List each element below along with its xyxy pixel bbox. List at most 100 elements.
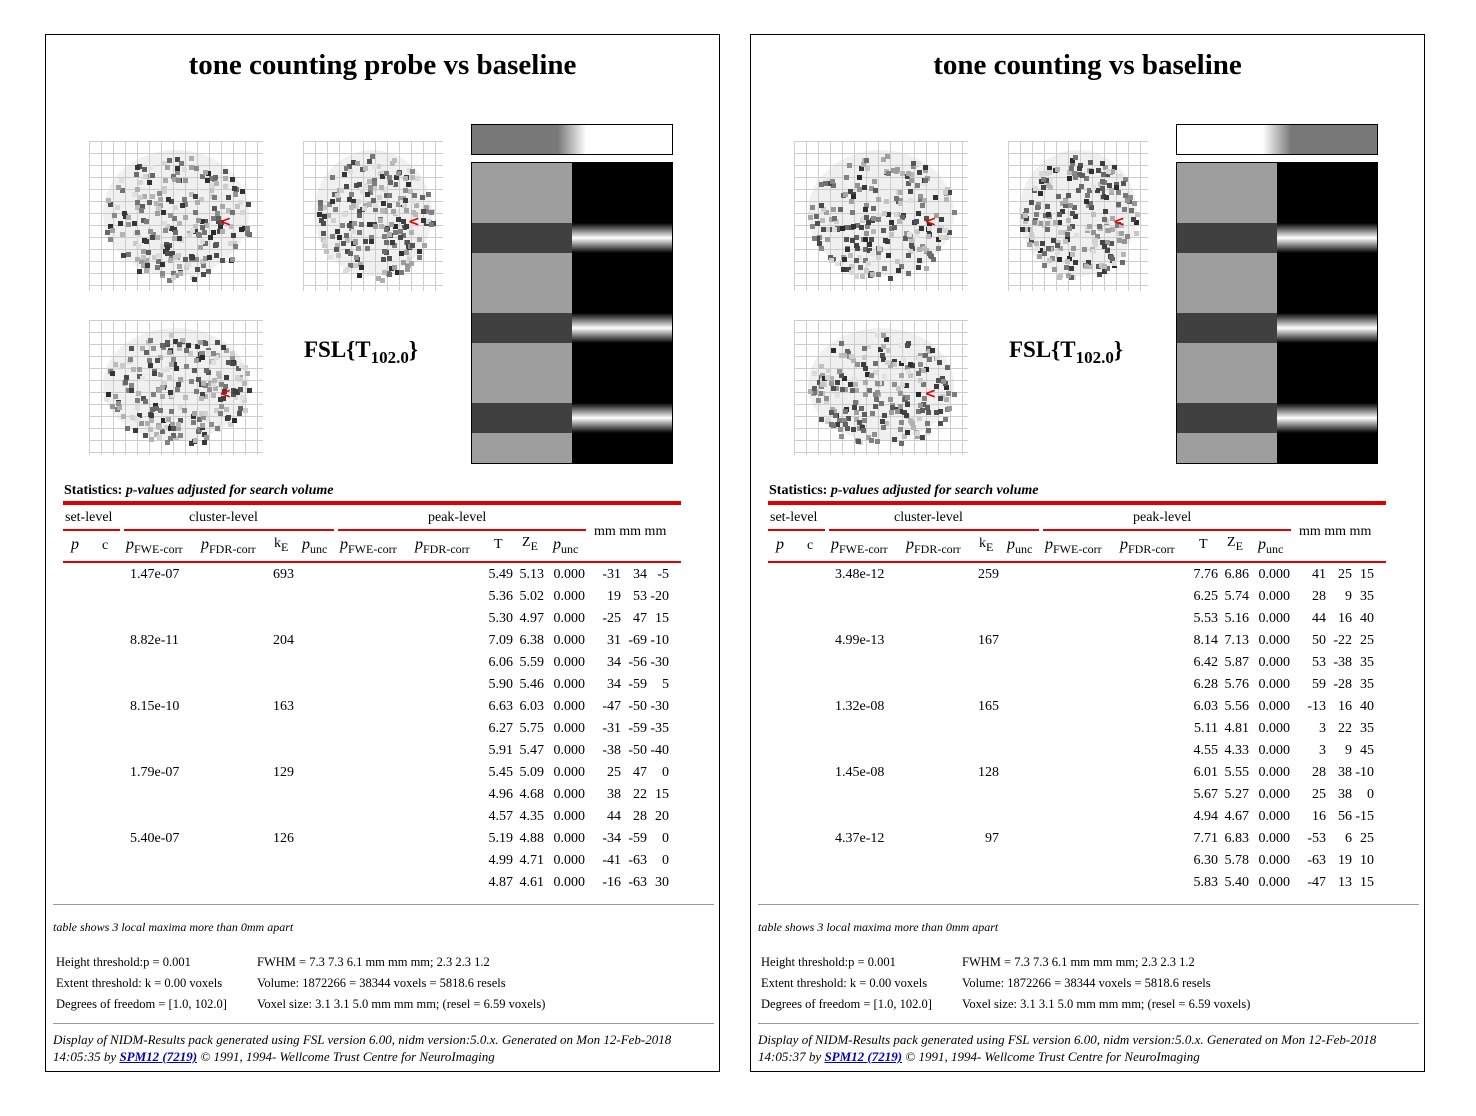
statistic-label: FSL{T102.0} — [1009, 337, 1123, 367]
voxel — [137, 412, 143, 418]
voxel — [160, 429, 166, 435]
voxel — [1046, 211, 1052, 217]
voxel — [238, 199, 244, 205]
voxel — [156, 252, 162, 258]
coord-y: -59 — [628, 721, 647, 736]
coord-y: 22 — [1338, 721, 1352, 736]
voxel — [193, 256, 199, 262]
voxel — [218, 410, 224, 416]
voxel — [191, 368, 197, 374]
voxel — [829, 178, 835, 184]
z-value: 5.13 — [519, 567, 545, 582]
voxel — [853, 235, 859, 241]
voxel — [819, 364, 825, 370]
voxel — [926, 357, 932, 363]
coord-y: -59 — [628, 677, 647, 692]
header-bottom-rule — [768, 561, 1386, 563]
voxel — [160, 244, 166, 250]
t-value: 5.30 — [488, 611, 514, 626]
voxel — [165, 164, 171, 170]
t-value: 4.55 — [1193, 743, 1219, 758]
header-peak-pfdr: pFDR-corr — [415, 536, 470, 556]
voxel — [1023, 215, 1029, 221]
coord-y: 34 — [633, 567, 647, 582]
voxel — [150, 234, 156, 240]
voxel — [225, 360, 231, 366]
voxel — [187, 350, 193, 356]
footer-note: Display of NIDM-Results pack generated u… — [758, 1032, 1377, 1064]
voxel — [819, 217, 825, 223]
cluster-extent: 204 — [273, 633, 294, 648]
voxel — [1124, 234, 1130, 240]
voxel — [177, 264, 183, 270]
coord-x: 44 — [607, 809, 621, 824]
voxel — [212, 386, 218, 392]
voxel — [175, 252, 181, 258]
coord-z: 25 — [1360, 831, 1374, 846]
voxel — [854, 183, 860, 189]
voxel — [936, 245, 942, 251]
voxel — [183, 257, 189, 263]
voxel — [1092, 237, 1098, 243]
cursor-icon: < — [924, 385, 937, 402]
voxel — [1088, 201, 1094, 207]
voxel — [874, 332, 880, 338]
peak-p-unc: 0.000 — [553, 567, 586, 582]
voxel — [171, 274, 177, 280]
voxel — [142, 398, 148, 404]
voxel — [240, 395, 246, 401]
voxel — [225, 195, 231, 201]
peak-p-unc: 0.000 — [1258, 743, 1291, 758]
voxel — [150, 194, 156, 200]
voxel — [384, 226, 390, 232]
header-cluster-pfdr: pFDR-corr — [201, 536, 256, 556]
t-value: 6.25 — [1193, 589, 1219, 604]
voxel — [951, 209, 957, 215]
voxel — [916, 170, 922, 176]
voxel — [937, 227, 943, 233]
voxel — [176, 381, 182, 387]
voxel — [229, 256, 235, 262]
spm-link[interactable]: SPM12 (7219) — [119, 1049, 198, 1064]
glass-brain-coronal: < — [303, 141, 443, 291]
voxel — [192, 224, 198, 230]
voxel — [143, 238, 149, 244]
voxel — [135, 230, 141, 236]
voxel — [160, 393, 166, 399]
voxel — [316, 212, 322, 217]
voxel — [160, 417, 166, 423]
spm-link[interactable]: SPM12 (7219) — [824, 1049, 903, 1064]
voxel — [367, 189, 373, 195]
voxel — [862, 206, 868, 212]
voxel — [810, 204, 816, 210]
cluster-p-value: 1.47e-07 — [130, 567, 180, 582]
voxel — [343, 269, 349, 275]
voxel — [157, 434, 163, 440]
voxel — [415, 176, 421, 182]
voxel — [149, 173, 155, 179]
voxel — [195, 344, 201, 350]
voxel — [403, 187, 409, 193]
coord-x: 38 — [607, 787, 621, 802]
voxel — [1118, 231, 1124, 237]
voxel — [329, 198, 335, 204]
voxel — [206, 349, 212, 355]
voxel — [862, 411, 868, 417]
peak-p-unc: 0.000 — [553, 633, 586, 648]
voxel — [164, 245, 170, 251]
voxel — [213, 241, 219, 247]
voxel — [877, 347, 883, 353]
voxel — [143, 267, 149, 273]
coord-y: 22 — [633, 787, 647, 802]
voxel — [391, 242, 397, 248]
voxel — [375, 163, 381, 169]
voxel — [383, 192, 389, 198]
voxel — [914, 233, 920, 239]
voxel — [171, 235, 177, 241]
voxel — [141, 255, 147, 261]
z-value: 5.87 — [1224, 655, 1250, 670]
voxel — [148, 418, 154, 424]
voxel — [408, 261, 414, 267]
peak-p-unc: 0.000 — [553, 853, 586, 868]
voxel — [153, 403, 159, 409]
